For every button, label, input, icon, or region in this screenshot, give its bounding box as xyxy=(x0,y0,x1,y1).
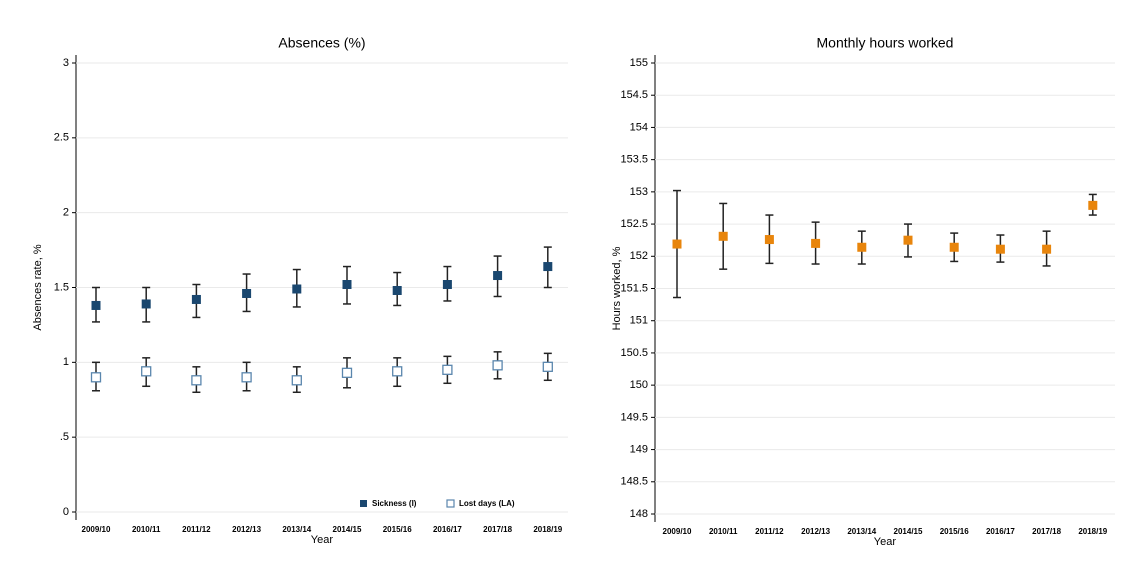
marker xyxy=(442,280,452,290)
x-tick-label: 2012/13 xyxy=(801,527,830,536)
marker xyxy=(493,271,503,281)
y-tick-label: 3 xyxy=(63,57,69,69)
y-tick-label: 148 xyxy=(630,508,648,520)
marker xyxy=(718,231,728,241)
x-tick-label: 2013/14 xyxy=(847,527,876,536)
x-tick-label: 2015/16 xyxy=(383,525,412,534)
x-tick-label: 2011/12 xyxy=(755,527,784,536)
marker xyxy=(949,242,959,252)
y-tick-label: .5 xyxy=(60,431,69,443)
chart-title: Absences (%) xyxy=(278,35,365,51)
marker xyxy=(241,372,252,383)
marker xyxy=(442,364,453,375)
marker xyxy=(672,239,682,249)
x-tick-label: 2015/16 xyxy=(940,527,969,536)
legend-label: Lost days (LA) xyxy=(459,499,515,508)
y-tick-label: 155 xyxy=(630,57,648,69)
marker xyxy=(543,262,553,272)
x-axis-label: Year xyxy=(874,536,897,548)
y-axis-label: Hours worked, % xyxy=(611,246,623,330)
y-tick-label: 154 xyxy=(630,121,648,133)
y-tick-label: 148.5 xyxy=(620,476,648,488)
x-tick-label: 2009/10 xyxy=(663,527,692,536)
marker xyxy=(141,366,152,377)
y-tick-label: 0 xyxy=(63,506,69,518)
x-tick-label: 2017/18 xyxy=(483,525,512,534)
y-tick-label: 153 xyxy=(630,186,648,198)
x-tick-label: 2016/17 xyxy=(433,525,462,534)
legend-label: Sickness (I) xyxy=(372,499,417,508)
marker xyxy=(91,300,101,310)
x-tick-label: 2014/15 xyxy=(894,527,923,536)
y-tick-label: 152 xyxy=(630,250,648,262)
marker xyxy=(341,367,353,378)
marker xyxy=(90,372,102,383)
marker xyxy=(191,294,201,304)
y-tick-label: 2.5 xyxy=(54,132,69,144)
chart-title: Monthly hours worked xyxy=(817,35,954,51)
y-tick-label: 149.5 xyxy=(620,411,648,423)
y-tick-label: 154.5 xyxy=(620,89,648,101)
x-tick-label: 2014/15 xyxy=(333,525,362,534)
x-tick-label: 2009/10 xyxy=(82,525,111,534)
legend-marker xyxy=(360,500,367,507)
x-tick-label: 2013/14 xyxy=(282,525,311,534)
marker xyxy=(995,244,1005,254)
x-tick-label: 2010/11 xyxy=(132,525,161,534)
y-tick-label: 1 xyxy=(63,356,69,368)
x-axis-label: Year xyxy=(311,534,334,546)
x-tick-label: 2011/12 xyxy=(182,525,211,534)
marker xyxy=(242,288,252,298)
marker xyxy=(492,360,503,371)
y-tick-label: 149 xyxy=(630,443,648,455)
x-tick-label: 2018/19 xyxy=(1078,527,1107,536)
y-tick-label: 150.5 xyxy=(620,347,648,359)
x-tick-label: 2018/19 xyxy=(533,525,562,534)
marker xyxy=(141,299,151,309)
y-tick-label: 1.5 xyxy=(54,281,69,293)
x-tick-label: 2012/13 xyxy=(232,525,261,534)
marker xyxy=(764,235,774,245)
x-tick-label: 2017/18 xyxy=(1032,527,1061,536)
marker xyxy=(392,366,403,377)
y-tick-label: 152.5 xyxy=(620,218,648,230)
y-tick-label: 2 xyxy=(63,207,69,219)
y-tick-label: 153.5 xyxy=(620,154,648,166)
marker xyxy=(292,284,302,294)
marker xyxy=(811,238,821,248)
marker xyxy=(342,280,352,290)
marker xyxy=(191,375,202,386)
y-tick-label: 150 xyxy=(630,379,648,391)
x-tick-label: 2010/11 xyxy=(709,527,738,536)
y-tick-label: 151.5 xyxy=(620,282,648,294)
x-tick-label: 2016/17 xyxy=(986,527,1015,536)
marker xyxy=(903,235,913,245)
legend-marker xyxy=(446,499,455,508)
marker xyxy=(291,375,302,386)
marker xyxy=(392,285,402,295)
y-axis-label: Absences rate, % xyxy=(32,244,44,330)
y-tick-label: 151 xyxy=(630,315,648,327)
marker xyxy=(542,361,553,372)
marker xyxy=(1088,200,1098,210)
marker xyxy=(1042,244,1052,254)
marker xyxy=(857,242,867,252)
